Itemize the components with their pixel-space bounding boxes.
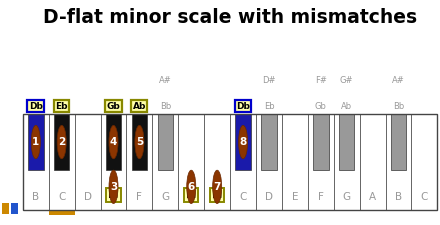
Bar (54, 114, 70, 170)
Text: A#: A# (392, 76, 405, 85)
Bar (132, 114, 147, 170)
Text: 2: 2 (58, 137, 65, 147)
Bar (49, 114, 75, 210)
Text: A#: A# (159, 76, 172, 85)
Text: Eb: Eb (264, 102, 274, 111)
Bar (256, 114, 282, 210)
Bar (313, 114, 329, 170)
Text: 3: 3 (110, 182, 117, 192)
Text: F: F (318, 192, 324, 202)
Text: E: E (292, 192, 298, 202)
Text: Gb: Gb (315, 102, 327, 111)
Text: 4: 4 (110, 137, 117, 147)
Bar (75, 114, 101, 210)
Text: 1: 1 (32, 137, 40, 147)
Circle shape (238, 125, 248, 159)
Bar (11, 202, 18, 214)
Bar (126, 114, 152, 210)
Text: Db: Db (236, 102, 250, 111)
Text: basicmusictheory.com: basicmusictheory.com (7, 74, 13, 128)
Text: Eb: Eb (55, 102, 68, 111)
Text: G: G (161, 192, 169, 202)
Bar (204, 114, 230, 210)
Circle shape (109, 170, 118, 204)
Bar (23, 114, 437, 210)
Bar (158, 114, 173, 170)
Text: C: C (239, 192, 247, 202)
Text: 6: 6 (187, 182, 195, 192)
Text: 8: 8 (239, 137, 247, 147)
Text: Bb: Bb (160, 102, 171, 111)
Text: F#: F# (315, 76, 327, 85)
Bar (359, 114, 385, 210)
Circle shape (109, 125, 118, 159)
Text: Ab: Ab (341, 102, 352, 111)
Text: D: D (265, 192, 273, 202)
Bar (334, 114, 359, 210)
Text: C: C (58, 192, 66, 202)
Bar (106, 114, 121, 170)
Text: C: C (421, 192, 428, 202)
Bar (261, 114, 277, 170)
Text: M: M (186, 190, 196, 200)
Text: B: B (32, 192, 39, 202)
Text: 5: 5 (136, 137, 143, 147)
Text: A: A (369, 192, 376, 202)
Text: Db: Db (29, 102, 43, 111)
Circle shape (31, 125, 40, 159)
Text: Gb: Gb (106, 102, 121, 111)
Circle shape (213, 170, 222, 204)
Circle shape (135, 125, 144, 159)
Text: M: M (212, 190, 222, 200)
Text: M: M (108, 190, 119, 200)
Text: G: G (343, 192, 351, 202)
Bar (28, 114, 44, 170)
Text: D-flat minor scale with mismatches: D-flat minor scale with mismatches (43, 8, 417, 27)
Circle shape (57, 125, 66, 159)
Text: B: B (395, 192, 402, 202)
Bar (2, 202, 9, 214)
Bar (101, 114, 126, 210)
Text: F: F (136, 192, 143, 202)
Bar (411, 114, 437, 210)
Text: Ab: Ab (133, 102, 146, 111)
Bar (23, 114, 49, 210)
Text: G#: G# (340, 76, 353, 85)
Text: Bb: Bb (393, 102, 404, 111)
Bar (178, 114, 204, 210)
Bar (235, 114, 251, 170)
Text: 7: 7 (213, 182, 221, 192)
Bar (152, 114, 178, 210)
Bar (230, 114, 256, 210)
Circle shape (187, 170, 196, 204)
Bar (282, 114, 308, 210)
Text: D#: D# (262, 76, 276, 85)
Text: D: D (84, 192, 92, 202)
Bar (391, 114, 406, 170)
Bar (308, 114, 334, 210)
Bar (385, 114, 411, 210)
Bar (339, 114, 355, 170)
Bar (49, 210, 75, 215)
